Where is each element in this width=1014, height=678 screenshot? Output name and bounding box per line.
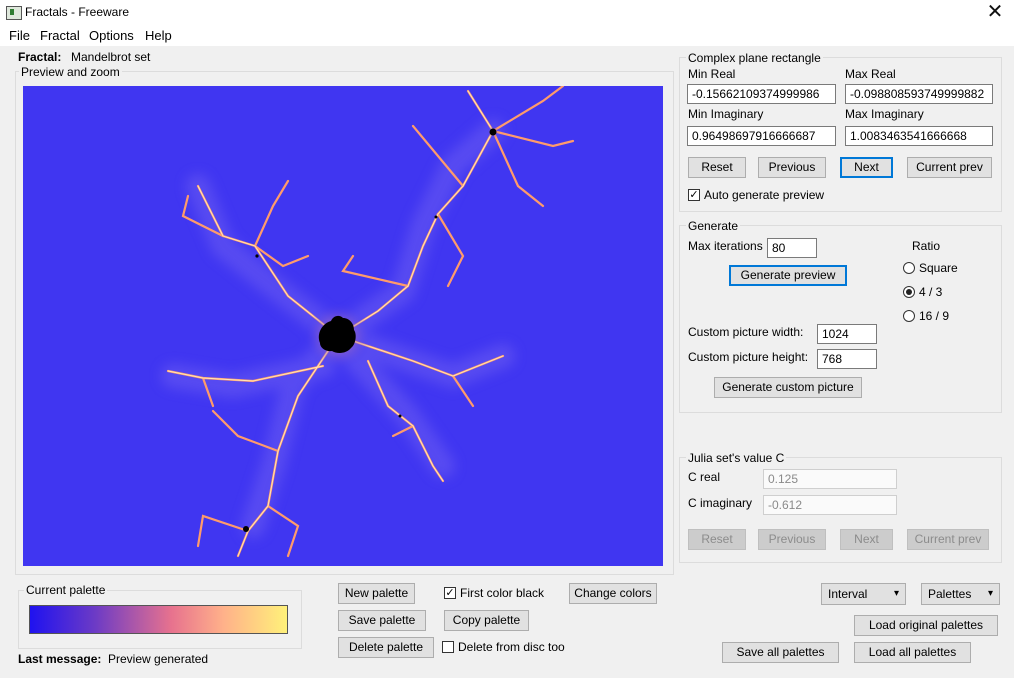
min-real-input[interactable]: -0.15662109374999986 — [687, 84, 836, 104]
close-icon[interactable]: ✕ — [986, 1, 1004, 23]
julia-group — [679, 457, 1002, 563]
palette-title: Current palette — [24, 583, 108, 597]
min-imaginary-label: Min Imaginary — [688, 107, 764, 121]
delete-palette-button[interactable]: Delete palette — [338, 637, 434, 658]
julia-reset-button[interactable]: Reset — [688, 529, 746, 550]
interval-select[interactable]: Interval ▾ — [821, 583, 906, 605]
ratio-4-3-label: 4 / 3 — [919, 285, 943, 299]
max-iterations-input[interactable]: 80 — [767, 238, 817, 258]
c-real-label: C real — [688, 470, 721, 484]
current-prev-button[interactable]: Current prev — [907, 157, 992, 178]
delete-from-disc-label: Delete from disc too — [458, 640, 565, 654]
min-real-label: Min Real — [688, 67, 736, 81]
save-palette-button[interactable]: Save palette — [338, 610, 426, 631]
preview-group — [15, 71, 674, 575]
c-imaginary-label: C imaginary — [688, 496, 753, 510]
generate-title: Generate — [686, 219, 741, 233]
c-imaginary-input[interactable]: -0.612 — [763, 495, 897, 515]
copy-palette-button[interactable]: Copy palette — [444, 610, 529, 631]
change-colors-button[interactable]: Change colors — [569, 583, 657, 604]
fractal-value: Mandelbrot set — [71, 50, 151, 64]
fractal-label: Fractal: — [18, 50, 62, 64]
julia-next-button[interactable]: Next — [840, 529, 893, 550]
previous-button[interactable]: Previous — [758, 157, 826, 178]
custom-height-label: Custom picture height: — [688, 350, 809, 364]
status-message: Preview generated — [108, 652, 209, 666]
julia-title: Julia set's value C — [686, 451, 787, 465]
window-title: Fractals - Freeware — [25, 5, 130, 19]
preview-title: Preview and zoom — [19, 65, 122, 79]
next-button[interactable]: Next — [840, 157, 893, 178]
fractal-preview[interactable] — [23, 86, 663, 566]
max-iterations-label: Max iterations — [688, 239, 763, 253]
chevron-down-icon: ▾ — [893, 588, 899, 599]
max-imaginary-input[interactable]: 1.0083463541666668 — [845, 126, 993, 146]
menu-help[interactable]: Help — [145, 28, 172, 43]
app-icon — [6, 6, 22, 20]
c-real-input[interactable]: 0.125 — [763, 469, 897, 489]
title-bar: Fractals - Freeware ✕ — [0, 0, 1014, 27]
load-original-palettes-button[interactable]: Load original palettes — [854, 615, 998, 636]
palette-group — [18, 590, 302, 649]
ratio-label: Ratio — [912, 239, 941, 253]
custom-height-input[interactable]: 768 — [817, 349, 877, 369]
new-palette-button[interactable]: New palette — [338, 583, 415, 604]
ratio-square-label: Square — [919, 261, 958, 275]
interval-select-label: Interval — [828, 587, 868, 601]
first-color-black-label: First color black — [460, 586, 545, 600]
max-real-input[interactable]: -0.098808593749999882 — [845, 84, 993, 104]
custom-width-label: Custom picture width: — [688, 325, 804, 339]
first-color-black-checkbox[interactable]: ✓ — [444, 587, 456, 599]
complex-plane-group — [679, 57, 1002, 212]
ratio-16-9-label: 16 / 9 — [919, 309, 950, 323]
max-imaginary-label: Max Imaginary — [845, 107, 924, 121]
palettes-select[interactable]: Palettes ▾ — [921, 583, 1000, 605]
palette-gradient[interactable] — [29, 605, 288, 634]
menu-fractal[interactable]: Fractal — [40, 28, 80, 43]
save-all-palettes-button[interactable]: Save all palettes — [722, 642, 839, 663]
min-imaginary-input[interactable]: 0.96498697916666687 — [687, 126, 836, 146]
max-real-label: Max Real — [845, 67, 896, 81]
menu-options[interactable]: Options — [89, 28, 134, 43]
generate-custom-picture-button[interactable]: Generate custom picture — [714, 377, 862, 398]
reset-button[interactable]: Reset — [688, 157, 746, 178]
generate-preview-button[interactable]: Generate preview — [729, 265, 847, 286]
generate-group — [679, 225, 1002, 413]
menu-bar: File Fractal Options Help — [0, 26, 1014, 46]
ratio-16-9-radio[interactable] — [903, 310, 915, 322]
julia-current-prev-button[interactable]: Current prev — [907, 529, 989, 550]
auto-preview-label: Auto generate preview — [704, 188, 825, 202]
ratio-square-radio[interactable] — [903, 262, 915, 274]
ratio-4-3-radio[interactable] — [903, 286, 915, 298]
julia-previous-button[interactable]: Previous — [758, 529, 826, 550]
load-all-palettes-button[interactable]: Load all palettes — [854, 642, 971, 663]
menu-file[interactable]: File — [9, 28, 30, 43]
auto-preview-checkbox[interactable]: ✓ — [688, 189, 700, 201]
palettes-select-label: Palettes — [928, 587, 972, 601]
complex-plane-title: Complex plane rectangle — [686, 51, 823, 65]
chevron-down-icon: ▾ — [987, 588, 993, 599]
custom-width-input[interactable]: 1024 — [817, 324, 877, 344]
status-label: Last message: — [18, 652, 102, 666]
delete-from-disc-checkbox[interactable] — [442, 641, 454, 653]
